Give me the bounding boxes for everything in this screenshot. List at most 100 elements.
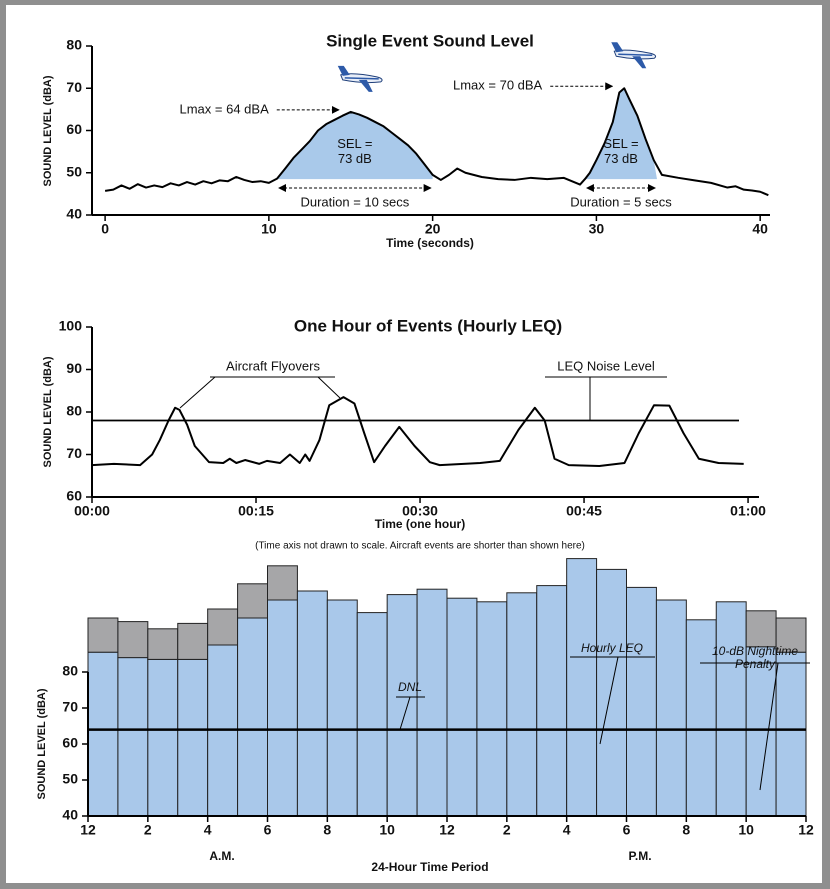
stripe [618,53,653,56]
y-axis-title: SOUND LEVEL (dBA) [36,688,48,799]
x-tick-label: 10 [261,221,277,237]
chart-title: One Hour of Events (Hourly LEQ) [294,316,562,335]
line-series [104,87,769,197]
period-label: A.M. [209,849,234,863]
x-tick-label: 10 [379,822,395,838]
leader [399,696,411,730]
bar [715,601,747,817]
duration-label: Duration = 5 secs [570,194,672,209]
bar [685,619,717,817]
bar [147,628,179,660]
bar [536,585,568,817]
x-tick-label: 00:00 [74,503,110,519]
bar [237,617,268,817]
x-tick-label: 12 [80,822,96,838]
x-tick-label: 30 [589,221,605,237]
period-label: P.M. [628,849,651,863]
bar [117,657,149,817]
y-tick-label: 70 [66,445,82,461]
x-tick-label: 0 [101,221,109,237]
x-tick-label: 12 [798,822,814,838]
leq-label: LEQ Noise Level [557,358,655,373]
x-tick-label: 2 [503,822,511,838]
axis-note: (Time axis not drawn to scale. Aircraft … [255,541,585,552]
leader [599,656,619,745]
lmax-label: Lmax = 64 dBA [180,101,270,116]
bar [745,610,777,648]
x-tick-label: 00:30 [402,503,438,519]
bar [745,646,777,817]
legend-label: Hourly LEQ [581,641,643,655]
event-shade [584,88,657,180]
bar [386,594,418,817]
airplane-icon [611,42,657,69]
x-tick-label: 40 [752,221,768,237]
bar [566,558,598,817]
bar [655,599,687,817]
x-tick-label: 10 [738,822,754,838]
bar [267,565,298,601]
x-axis-title: Time (seconds) [386,236,474,250]
y-axis-title: SOUND LEVEL (dBA) [42,356,54,467]
tail [611,42,624,53]
wing [632,56,647,69]
bar [87,651,119,817]
bar [147,658,179,817]
leader [179,376,216,409]
line-series [91,396,744,467]
y-tick-label: 60 [66,121,82,137]
y-tick-label: 100 [59,318,83,334]
x-tick-label: 4 [563,822,571,838]
x-axis-title: 24-Hour Time Period [371,860,488,874]
bar [177,658,209,817]
x-tick-label: 20 [425,221,441,237]
bar [87,617,119,653]
y-tick-label: 80 [66,403,82,419]
y-tick-label: 90 [66,360,82,376]
x-tick-label: 2 [144,822,152,838]
wing [358,79,373,92]
tail [337,65,350,76]
x-tick-label: 00:15 [238,503,274,519]
bar [296,590,328,817]
bar [207,608,239,646]
bar [775,651,807,817]
y-tick-label: 70 [62,699,78,715]
sel-label: SEL = 73 dB [337,136,372,166]
y-tick-label: 50 [62,771,78,787]
flyover-label: Aircraft Flyovers [226,358,320,373]
x-tick-label: 12 [439,822,455,838]
y-tick-label: 50 [66,163,82,179]
dnl-label: DNL [398,680,422,694]
chart-title: Single Event Sound Level [326,31,534,50]
bar [416,588,448,817]
y-tick-label: 40 [62,807,78,823]
y-tick-label: 80 [62,663,78,679]
legend-label: 10-dB Nighttime Penalty [712,644,798,671]
y-tick-label: 70 [66,79,82,95]
x-tick-label: 00:45 [566,503,602,519]
bar [626,586,657,817]
y-tick-label: 80 [66,37,82,53]
bar [596,568,627,817]
lmax-label: Lmax = 70 dBA [453,78,543,93]
bar [177,622,209,660]
sel-label: SEL = 73 dB [603,136,638,166]
y-axis-title: SOUND LEVEL (dBA) [42,75,54,186]
bar [356,612,388,817]
x-tick-label: 4 [204,822,212,838]
x-tick-label: 6 [264,822,272,838]
bar [326,599,358,817]
duration-label: Duration = 10 secs [300,194,409,209]
y-tick-label: 40 [66,206,82,222]
x-tick-label: 8 [323,822,331,838]
stripe [344,77,379,80]
y-tick-label: 60 [66,488,82,504]
event-shade [277,111,433,180]
airplane-icon [337,65,383,92]
bar [267,599,298,817]
x-tick-label: 6 [623,822,631,838]
x-tick-label: 8 [682,822,690,838]
bar [506,592,538,817]
